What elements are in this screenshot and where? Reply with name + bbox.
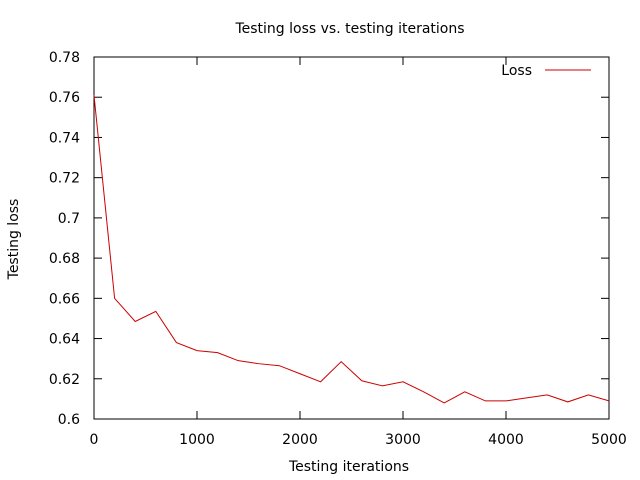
- y-tick-label: 0.7: [58, 211, 80, 227]
- y-tick-label: 0.68: [49, 251, 80, 267]
- series-layer: [93, 95, 610, 404]
- chart-title: Testing loss vs. testing iterations: [234, 21, 464, 37]
- x-axis-label: Testing iterations: [288, 459, 409, 475]
- y-tick-label: 0.6: [58, 412, 80, 428]
- x-ticks-group: 0 1000 2000 3000 4000 5000: [90, 57, 627, 448]
- y-axis-label: Testing loss: [6, 199, 22, 281]
- series-line-loss: [93, 95, 610, 404]
- y-tick-label: 0.62: [49, 372, 80, 388]
- y-ticks-group: 0.6 0.62 0.64 0.66 0.68 0.7 0.72 0.74 0.76 0.78: [49, 50, 609, 428]
- y-tick-label: 0.66: [49, 291, 80, 307]
- x-tick-label: 2000: [282, 432, 318, 448]
- y-tick-label: 0.78: [49, 50, 80, 66]
- x-tick-label: 4000: [488, 432, 524, 448]
- y-tick-label: 0.76: [49, 90, 80, 106]
- y-tick-label: 0.64: [49, 332, 80, 348]
- y-tick-label: 0.74: [49, 130, 80, 146]
- x-tick-label: 1000: [179, 432, 215, 448]
- x-tick-label: 3000: [385, 432, 421, 448]
- legend-label: Loss: [501, 63, 532, 79]
- legend: Loss: [501, 63, 591, 79]
- y-tick-label: 0.72: [49, 171, 80, 187]
- x-tick-label: 0: [90, 432, 99, 448]
- plot-frame: [93, 56, 610, 420]
- x-tick-label: 5000: [591, 432, 627, 448]
